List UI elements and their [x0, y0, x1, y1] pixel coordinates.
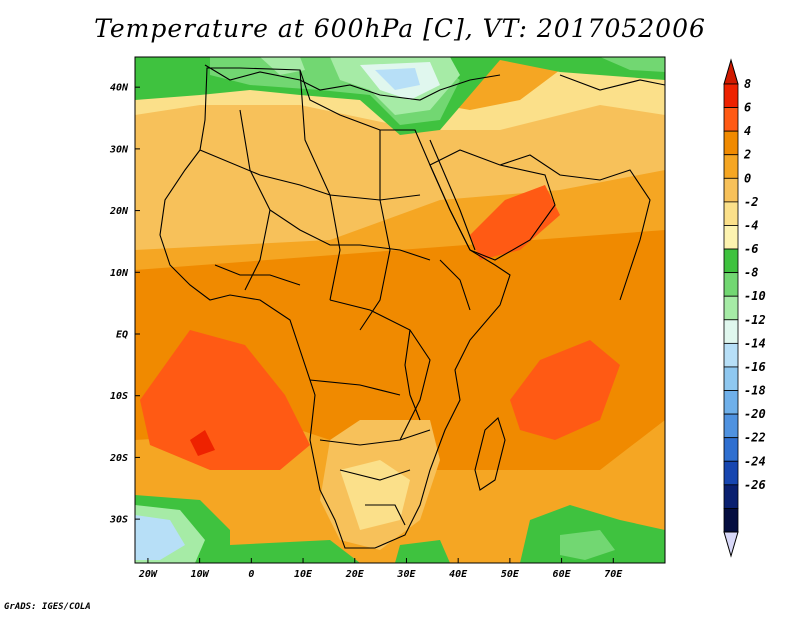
colorbar-label: -6	[744, 242, 758, 256]
lat-tick-label: 20S	[109, 453, 128, 464]
colorbar-label: -18	[744, 384, 766, 398]
colorbar-label: -10	[744, 289, 766, 303]
colorbar-segment	[723, 460, 739, 486]
colorbar-segment	[723, 342, 739, 368]
colorbar-segment	[723, 272, 739, 297]
lat-tick-label: 10S	[110, 391, 128, 402]
colorbar-label: -14	[744, 336, 766, 350]
colorbar-segment	[723, 248, 739, 274]
colorbar-label: -16	[744, 360, 766, 374]
colorbar-segment	[723, 413, 739, 439]
lon-tick-label: 40E	[449, 569, 468, 580]
colorbar-segment	[723, 508, 739, 533]
colorbar-label: -20	[744, 407, 766, 421]
colorbar-min-arrow	[723, 531, 739, 558]
colorbar-max-arrow	[723, 58, 739, 85]
lon-tick-label: 20W	[138, 569, 158, 580]
lon-tick-label: 0	[248, 569, 254, 580]
colorbar-segment	[723, 319, 739, 344]
colorbar-label: -12	[744, 313, 766, 327]
colorbar-segment	[723, 154, 739, 179]
lon-tick-label: 10W	[191, 569, 210, 580]
colorbar-label: -24	[744, 454, 766, 468]
colorbar-label: 4	[744, 124, 751, 138]
coastlines	[159, 64, 665, 549]
plot-frame	[134, 56, 666, 564]
colorbar-label: 2	[743, 148, 751, 162]
lon-tick-label: 70E	[604, 569, 623, 580]
colorbar-segment	[723, 225, 739, 250]
colorbar-label: -8	[744, 266, 758, 280]
colorbar-segment	[723, 437, 739, 462]
map-title: Temperature at 600hPa [C], VT: 201705200…	[94, 14, 706, 43]
lon-tick-label: 20E	[345, 569, 365, 580]
lon-tick-label: 60E	[553, 569, 572, 580]
colorbar-segment	[723, 83, 739, 108]
lat-tick-label: 20N	[109, 206, 129, 217]
colorbar-label: 6	[744, 101, 751, 115]
colorbar-segment	[723, 295, 739, 321]
credit-label: GrADS: IGES/COLA	[4, 602, 91, 612]
colorbar-segment	[723, 177, 739, 203]
lat-tick-label: 30N	[109, 144, 129, 155]
colorbar-label: -2	[744, 195, 758, 209]
colorbar-label: -22	[744, 431, 766, 445]
lat-tick-label: 40N	[110, 83, 129, 94]
colorbar-segment	[723, 390, 739, 415]
colorbar-segment	[723, 130, 739, 156]
colorbar-segment	[723, 201, 739, 226]
lat-tick-label: 10N	[110, 268, 129, 279]
temperature-field	[135, 57, 665, 563]
colorbar-label: -4	[744, 218, 758, 232]
colorbar: 8 6 4 2 0 -2 -4 -6 -8 -10 -12 -14 -16 -18 -20 -22 -24 -26	[723, 58, 766, 558]
lat-tick-label: EQ	[116, 330, 128, 341]
colorbar-label: -26	[744, 478, 766, 492]
colorbar-segment	[723, 484, 739, 509]
longitude-axis: 20W 10W 0 10E 20E 30E 40E 50E 60E 70E	[138, 558, 623, 580]
lon-tick-label: 50E	[501, 569, 520, 580]
latitude-axis: 40N 30N 20N 10N EQ 10S 20S 30S	[109, 83, 140, 526]
colorbar-label: 8	[744, 77, 751, 91]
colorbar-segment	[723, 366, 739, 391]
colorbar-segment	[723, 107, 739, 132]
lon-tick-label: 10E	[294, 569, 313, 580]
lon-tick-label: 30E	[396, 569, 416, 580]
lat-tick-label: 30S	[109, 515, 128, 526]
colorbar-label: 0	[744, 171, 751, 185]
